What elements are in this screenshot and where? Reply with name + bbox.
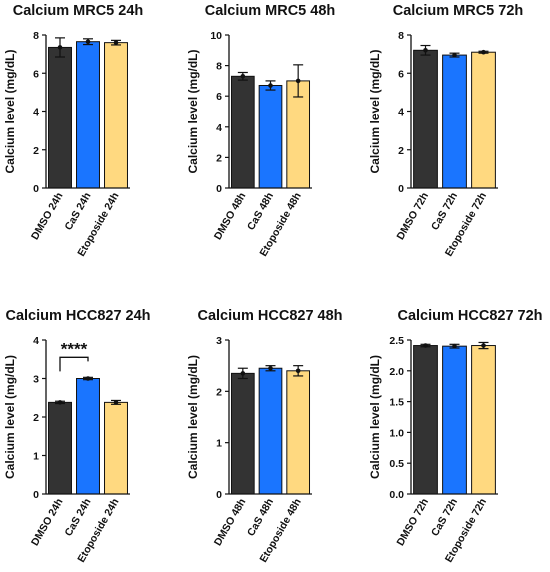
bar	[286, 370, 311, 495]
data-point	[295, 368, 301, 374]
data-point	[423, 343, 428, 348]
chart-title: Calcium HCC827 24h	[5, 308, 150, 324]
y-tick-label: 0.0	[389, 489, 404, 501]
y-tick-label: 1	[216, 438, 222, 450]
chart-panel-1: Calcium MRC5 24h Calcium level (mg/dL) DMS…	[3, 3, 143, 259]
y-tick-label: 8	[33, 30, 39, 42]
x-tick-label: CaS 72h	[429, 497, 460, 539]
y-tick-label: 8	[216, 61, 222, 73]
x-tick-label: DMSO 72h	[394, 497, 431, 548]
x-tick-label: DMSO 72h	[394, 191, 431, 242]
data-point	[423, 48, 428, 53]
y-axis-title: Calcium level (mg/dL)	[3, 355, 17, 479]
data-point	[57, 400, 63, 405]
x-tick-label: CaS 48h	[245, 497, 276, 539]
y-tick-label: 2	[398, 145, 404, 157]
chart-title: Calcium HCC827 48h	[197, 308, 342, 324]
y-tick-label: 2	[216, 152, 222, 164]
data-point	[85, 376, 91, 381]
data-point	[268, 365, 273, 371]
significance-label: ****	[61, 339, 88, 358]
data-point	[57, 45, 63, 50]
data-point	[481, 49, 486, 55]
chart-panel-3: Calcium MRC5 72h Calcium level (mg/dL) DMS…	[368, 3, 523, 259]
data-point	[481, 343, 486, 348]
x-tick-label: DMSO 48h	[212, 497, 249, 548]
chart-panel-5: Calcium HCC827 48h Calcium level (mg/dL) D…	[186, 308, 343, 565]
y-tick-label: 1.0	[389, 427, 404, 439]
bar	[471, 345, 496, 495]
data-point	[452, 343, 457, 349]
chart-title: Calcium MRC5 24h	[13, 3, 144, 19]
y-tick-label: 1.5	[389, 397, 404, 409]
bar	[230, 372, 255, 495]
y-tick-label: 0	[216, 489, 222, 501]
y-axis-title: Calcium level (mg/dL)	[186, 49, 200, 173]
y-tick-label: 2	[33, 412, 39, 424]
data-point	[240, 371, 246, 376]
y-tick-label: 4	[216, 122, 222, 134]
y-tick-label: 2	[216, 386, 222, 398]
bar	[258, 367, 283, 495]
chart-title: Calcium MRC5 48h	[205, 3, 336, 19]
chart-title: Calcium HCC827 72h	[397, 308, 542, 324]
y-tick-label: 2.5	[389, 335, 404, 347]
y-tick-label: 8	[398, 30, 404, 42]
bar	[48, 401, 72, 495]
y-tick-label: 6	[398, 68, 404, 80]
y-tick-label: 4	[33, 107, 39, 119]
y-tick-label: 0	[398, 183, 404, 195]
x-tick-label: CaS 24h	[62, 191, 93, 233]
bar	[442, 345, 467, 495]
x-tick-label: CaS 72h	[429, 191, 460, 233]
bar	[413, 345, 438, 495]
y-tick-label: 4	[33, 335, 39, 347]
data-point	[113, 400, 119, 405]
chart-title: Calcium MRC5 72h	[393, 3, 524, 19]
data-point	[452, 52, 457, 58]
bar	[442, 54, 467, 189]
data-point	[113, 40, 119, 45]
data-point	[268, 83, 273, 88]
x-tick-label: DMSO 24h	[29, 191, 66, 242]
bar	[258, 84, 283, 189]
bar	[76, 41, 100, 189]
y-tick-label: 6	[216, 91, 222, 103]
y-axis-title: Calcium level (mg/dL)	[368, 49, 382, 173]
y-tick-label: 1	[33, 451, 39, 463]
y-tick-label: 4	[398, 107, 404, 119]
x-tick-label: CaS 48h	[245, 191, 276, 233]
y-tick-label: 0	[216, 183, 222, 195]
y-axis-title: Calcium level (mg/dL)	[186, 355, 200, 479]
y-tick-label: 3	[33, 374, 39, 386]
data-point	[240, 74, 246, 79]
data-point	[85, 39, 91, 44]
y-tick-label: 2	[33, 145, 39, 157]
y-tick-label: 2.0	[389, 366, 404, 378]
bar	[76, 378, 100, 495]
y-tick-label: 0.5	[389, 458, 404, 470]
bar	[104, 401, 128, 495]
y-axis-title: Calcium level (mg/dL)	[3, 49, 17, 173]
y-tick-label: 10	[210, 30, 222, 42]
y-tick-label: 3	[216, 335, 222, 347]
data-point	[295, 78, 301, 84]
bar	[471, 51, 496, 189]
bar	[48, 46, 72, 189]
y-tick-label: 0	[33, 183, 39, 195]
bar	[230, 75, 255, 189]
y-axis-title: Calcium level (mg/dL)	[368, 355, 382, 479]
y-tick-label: 6	[33, 68, 39, 80]
chart-panel-2: Calcium MRC5 48h Calcium level (mg/dL) DMS…	[186, 3, 335, 259]
bar	[104, 42, 128, 189]
x-tick-label: DMSO 48h	[212, 190, 249, 241]
y-tick-label: 0	[33, 489, 39, 501]
bar	[413, 49, 438, 189]
x-tick-label: DMSO 24h	[29, 497, 66, 548]
x-tick-label: CaS 24h	[62, 497, 93, 539]
chart-panel-4: Calcium HCC827 24h Calcium level (mg/dL) D…	[3, 308, 151, 565]
significance-bracket	[59, 356, 89, 372]
chart-panel-6: Calcium HCC827 72h Calcium level (mg/dL) D…	[368, 308, 543, 565]
